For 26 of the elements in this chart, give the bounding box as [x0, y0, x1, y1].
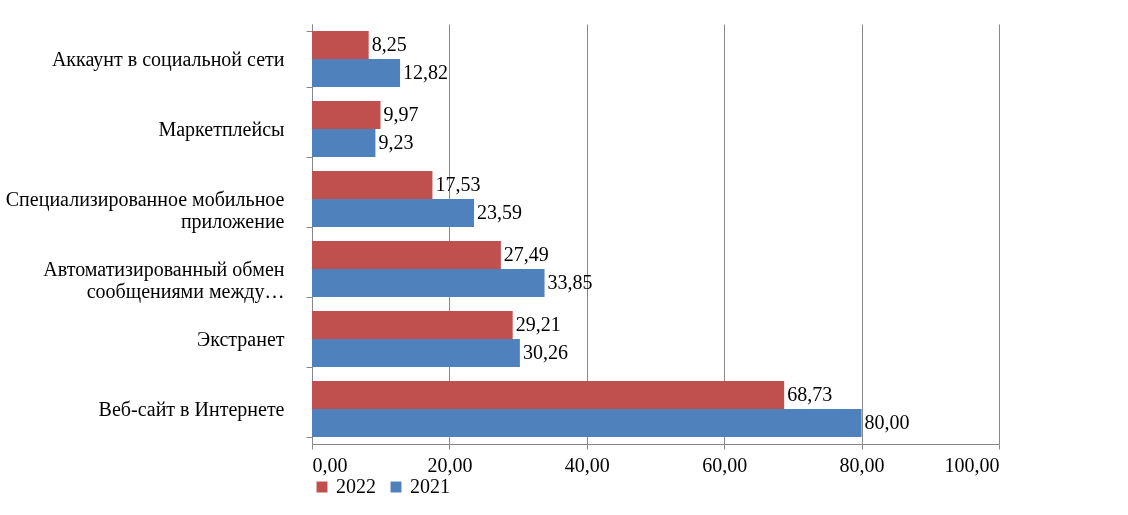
x-tick-label: 60,00: [702, 453, 748, 476]
data-label: 23,59: [477, 201, 523, 223]
x-tick-label: 80,00: [839, 453, 885, 476]
legend-label: 2022: [336, 475, 376, 497]
data-label: 68,73: [787, 383, 833, 405]
y-tick-label: Автоматизированный обмен сообщениями между…: [43, 257, 285, 303]
x-tick-label: 40,00: [564, 453, 610, 476]
x-tick-label: 0,00: [312, 453, 348, 476]
data-label: 27,49: [503, 243, 549, 265]
x-tick-label: 20,00: [427, 453, 473, 476]
legend-label: 2021: [410, 475, 450, 497]
y-tick-label: Аккаунт в социальной сети: [51, 47, 285, 71]
data-label: 30,26: [522, 341, 568, 363]
y-tick-label: Маркетплейсы: [158, 117, 285, 141]
data-label: 80,00: [864, 411, 910, 433]
y-tick-label: Веб-сайт в Интернете: [98, 397, 285, 421]
data-label: 9,97: [383, 103, 419, 125]
data-label: 33,85: [547, 271, 593, 293]
data-label: 8,25: [371, 33, 407, 55]
data-label: 17,53: [435, 173, 481, 195]
data-label: 9,23: [378, 131, 414, 153]
data-label: 29,21: [515, 313, 561, 335]
y-tick-label: Специализированное мобильное приложение: [5, 187, 285, 233]
data-label: 12,82: [403, 61, 449, 83]
x-tick-label: 100,00: [944, 453, 1000, 476]
y-tick-label: Экстранет: [197, 327, 285, 351]
